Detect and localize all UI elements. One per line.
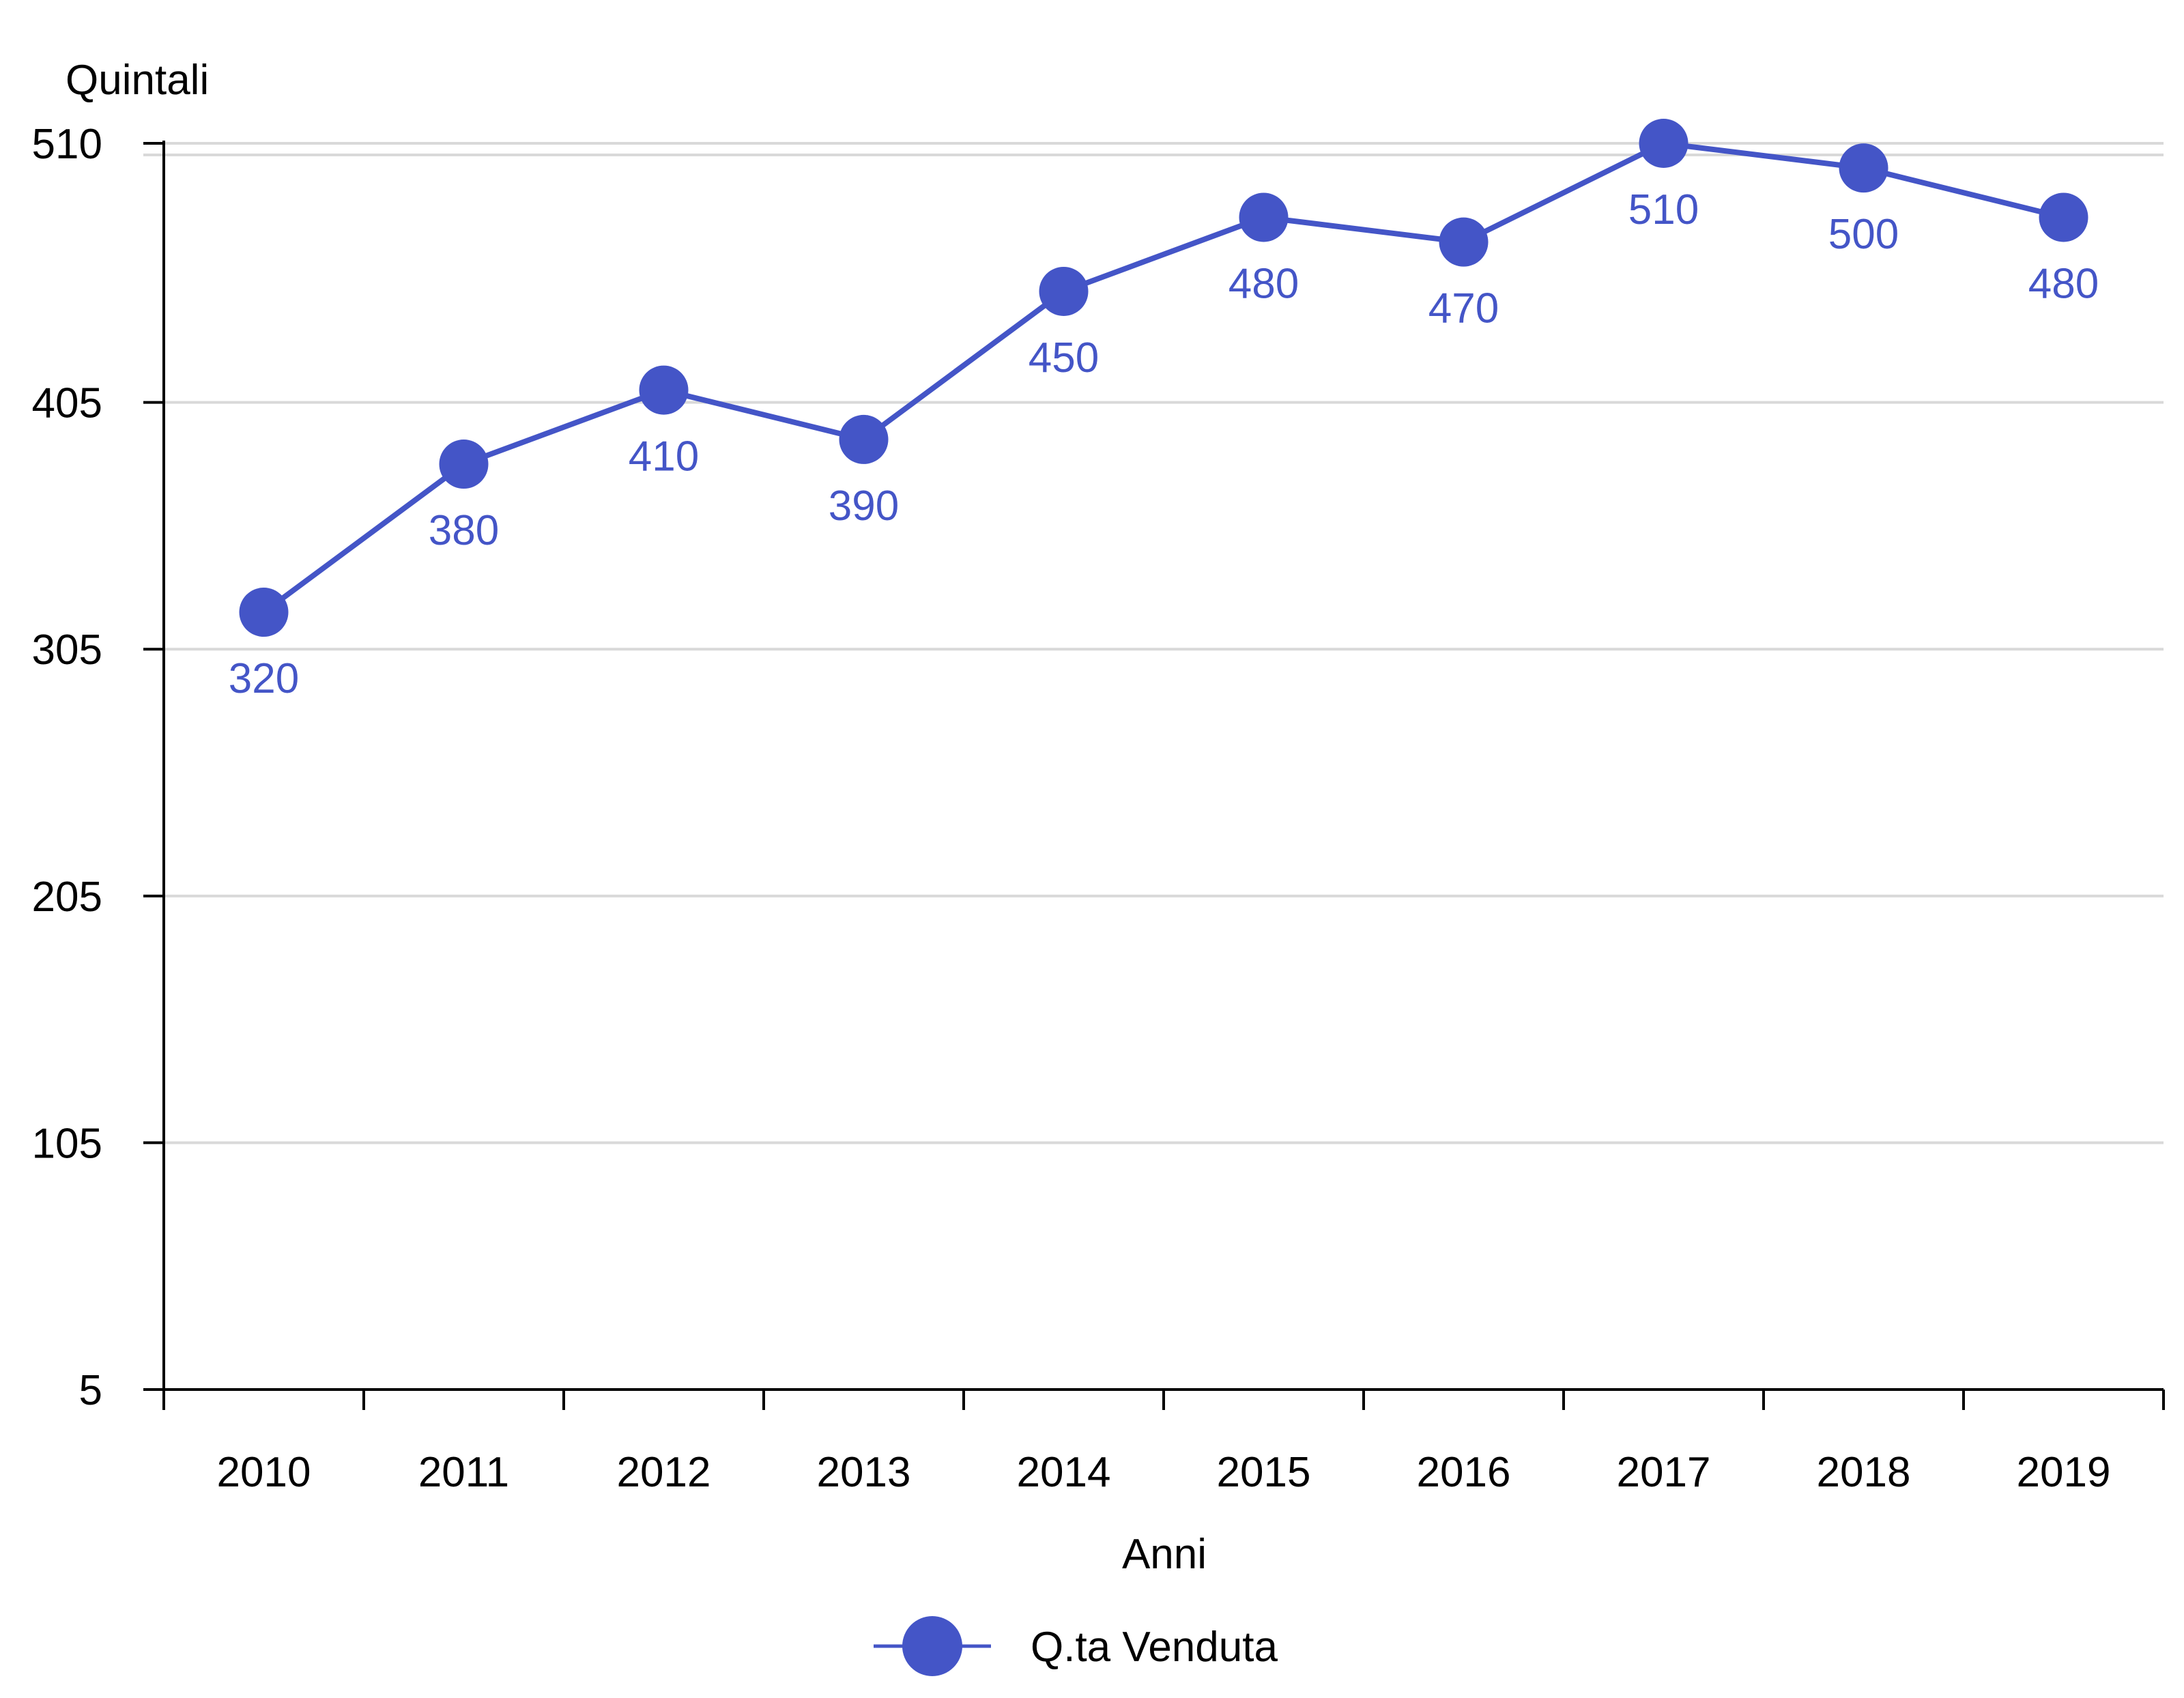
x-tick-label: 2012 [617, 1449, 711, 1496]
x-tick-label: 2013 [817, 1449, 911, 1496]
x-tick-label: 2014 [1017, 1449, 1111, 1496]
data-point [1039, 266, 1089, 316]
data-label: 450 [1029, 334, 1099, 382]
data-label: 320 [229, 655, 299, 702]
x-tick-label: 2016 [1417, 1449, 1511, 1496]
data-point [239, 588, 289, 637]
data-point [839, 414, 889, 464]
data-point [439, 440, 489, 489]
y-tick-label: 5 [79, 1367, 102, 1414]
x-tick-label: 2011 [418, 1449, 509, 1496]
x-axis-title: Anni [1122, 1531, 1207, 1578]
series-line [262, 141, 2065, 615]
x-tick-label: 2010 [217, 1449, 311, 1496]
y-axis-ticks: 5 105 205 305 405 510 [32, 121, 164, 1414]
data-label: 380 [429, 507, 499, 554]
data-label: 510 [1628, 186, 1699, 233]
data-label: 480 [1228, 260, 1299, 307]
legend-dot-marker [902, 1616, 962, 1676]
data-point [639, 365, 689, 415]
data-point [2039, 192, 2088, 242]
x-tick-label: 2018 [1817, 1449, 1911, 1496]
data-label: 480 [2028, 260, 2099, 307]
legend: Q.ta Venduta [874, 1616, 1278, 1676]
y-tick-label: 405 [32, 380, 102, 427]
grid-lines [143, 142, 2164, 1145]
axes [162, 141, 2164, 1391]
y-tick-label: 510 [32, 121, 102, 168]
legend-label: Q.ta Venduta [1031, 1624, 1278, 1671]
data-label: 470 [1428, 285, 1499, 332]
data-point [1239, 192, 1289, 242]
y-tick-label: 105 [32, 1120, 102, 1167]
y-tick-label: 305 [32, 627, 102, 674]
x-tick-label: 2019 [2017, 1449, 2111, 1496]
data-label: 500 [1828, 211, 1899, 258]
y-tick-label: 205 [32, 874, 102, 921]
data-point [1639, 119, 1689, 168]
data-label: 410 [629, 433, 699, 480]
x-tick-label: 2015 [1217, 1449, 1311, 1496]
data-point [1839, 143, 1888, 193]
y-axis-title: Quintali [66, 57, 209, 104]
data-point [1439, 217, 1489, 267]
x-tick-label: 2017 [1617, 1449, 1711, 1496]
series-q-ta-venduta: 320 380 410 390 450 480 470 510 500 480 [229, 119, 2099, 702]
x-axis-ticks: 2010 2011 2012 2013 2014 2015 2016 2017 2018 2019 [162, 1390, 2165, 1496]
data-label: 390 [829, 483, 899, 530]
